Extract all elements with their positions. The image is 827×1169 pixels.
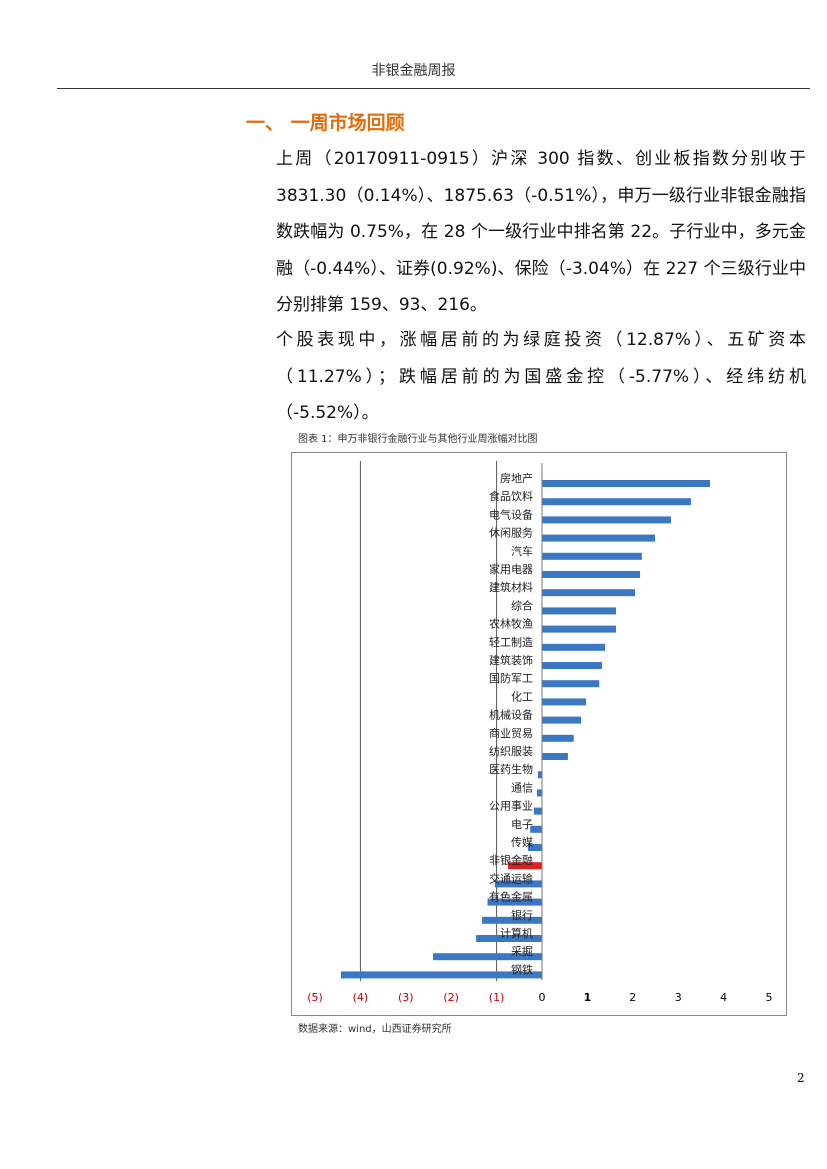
x-tick-label: (3) — [398, 991, 414, 1004]
category-label: 国防军工 — [489, 671, 533, 685]
category-label: 通信 — [511, 781, 533, 794]
bar — [542, 552, 642, 560]
x-tick-label: 3 — [675, 991, 682, 1004]
category-label: 建筑材料 — [489, 580, 533, 594]
bar — [542, 734, 574, 742]
section-heading: 一、 一周市场回顾 — [246, 112, 405, 134]
x-tick-label: 1 — [584, 991, 592, 1004]
bar — [433, 953, 542, 961]
bar — [542, 753, 568, 760]
bar — [542, 480, 710, 487]
category-label: 家用电器 — [489, 562, 533, 576]
category-label: 建筑装饰 — [489, 653, 533, 667]
category-label: 传媒 — [511, 836, 533, 849]
bar — [542, 534, 656, 542]
bar — [542, 498, 691, 506]
category-label: 计算机 — [500, 926, 533, 940]
category-label: 非银金融 — [489, 853, 533, 867]
category-label: 综合 — [511, 598, 533, 612]
category-label: 银行 — [511, 908, 533, 922]
bar — [542, 625, 617, 633]
category-label: 化工 — [511, 689, 533, 703]
bar — [542, 662, 602, 669]
figure-source: 数据来源：wind，山西证券研究所 — [298, 1024, 452, 1035]
bar — [476, 935, 542, 942]
bar — [542, 698, 587, 706]
paragraph: 上周（20170911-0915）沪深 300 指数、创业板指数分别收于 383… — [276, 149, 806, 315]
paragraph: 个股表现中，涨幅居前的为绿庭投资（12.87%）、五矿资本（11.27%）；跌幅… — [276, 330, 806, 423]
bar — [537, 771, 542, 779]
bar — [340, 971, 542, 979]
bar — [542, 589, 636, 597]
x-tick-label: (4) — [353, 991, 369, 1004]
bar — [494, 880, 542, 888]
category-label: 轻工制造 — [489, 635, 533, 649]
bar — [507, 862, 542, 870]
category-label: 休闲服务 — [489, 526, 533, 540]
header-title: 非银金融周报 — [371, 63, 456, 79]
category-label: 商业贸易 — [489, 726, 533, 740]
x-tick-label: (2) — [443, 991, 459, 1004]
x-tick-label: 2 — [629, 991, 636, 1004]
x-tick-label: (5) — [307, 991, 323, 1004]
header-rule — [57, 88, 810, 89]
bar — [530, 825, 542, 833]
category-label: 有色金属 — [489, 890, 533, 904]
bar — [487, 898, 542, 906]
bar — [542, 643, 606, 651]
bar — [533, 807, 542, 815]
x-tick-label: 5 — [766, 991, 773, 1004]
category-label: 交通运输 — [489, 871, 533, 885]
category-label: 农林牧渔 — [489, 617, 533, 631]
bar — [482, 916, 542, 924]
bar — [542, 571, 641, 578]
category-label: 钢铁 — [511, 963, 533, 976]
x-tick-label: 0 — [539, 991, 546, 1004]
category-label: 公用事业 — [489, 800, 533, 813]
bar — [527, 844, 542, 851]
category-label: 电气设备 — [489, 507, 533, 521]
category-label: 医药生物 — [489, 762, 533, 776]
category-label: 房地产 — [500, 471, 533, 485]
bar — [542, 716, 582, 724]
page-number: 2 — [797, 1071, 805, 1085]
category-label: 电子 — [511, 818, 533, 831]
bar — [542, 607, 617, 615]
bar — [542, 516, 671, 524]
category-label: 纺织服装 — [489, 744, 533, 758]
bar — [537, 789, 542, 797]
chart: (5) (4) (3) (2) (1) 0 1 2 3 4 5 房地产食品饮料电气设备休闲服务汽车家用… — [291, 452, 787, 1016]
figure-caption: 图表 1：申万非银行金融行业与其他行业周涨幅对比图 — [298, 434, 538, 445]
category-label: 机械设备 — [489, 708, 533, 722]
bar — [542, 680, 600, 688]
category-label: 采掘 — [511, 944, 533, 958]
x-tick-label: 4 — [720, 991, 727, 1004]
category-label: 食品饮料 — [489, 489, 533, 503]
x-tick-label: (1) — [489, 991, 505, 1004]
category-label: 汽车 — [511, 544, 533, 558]
